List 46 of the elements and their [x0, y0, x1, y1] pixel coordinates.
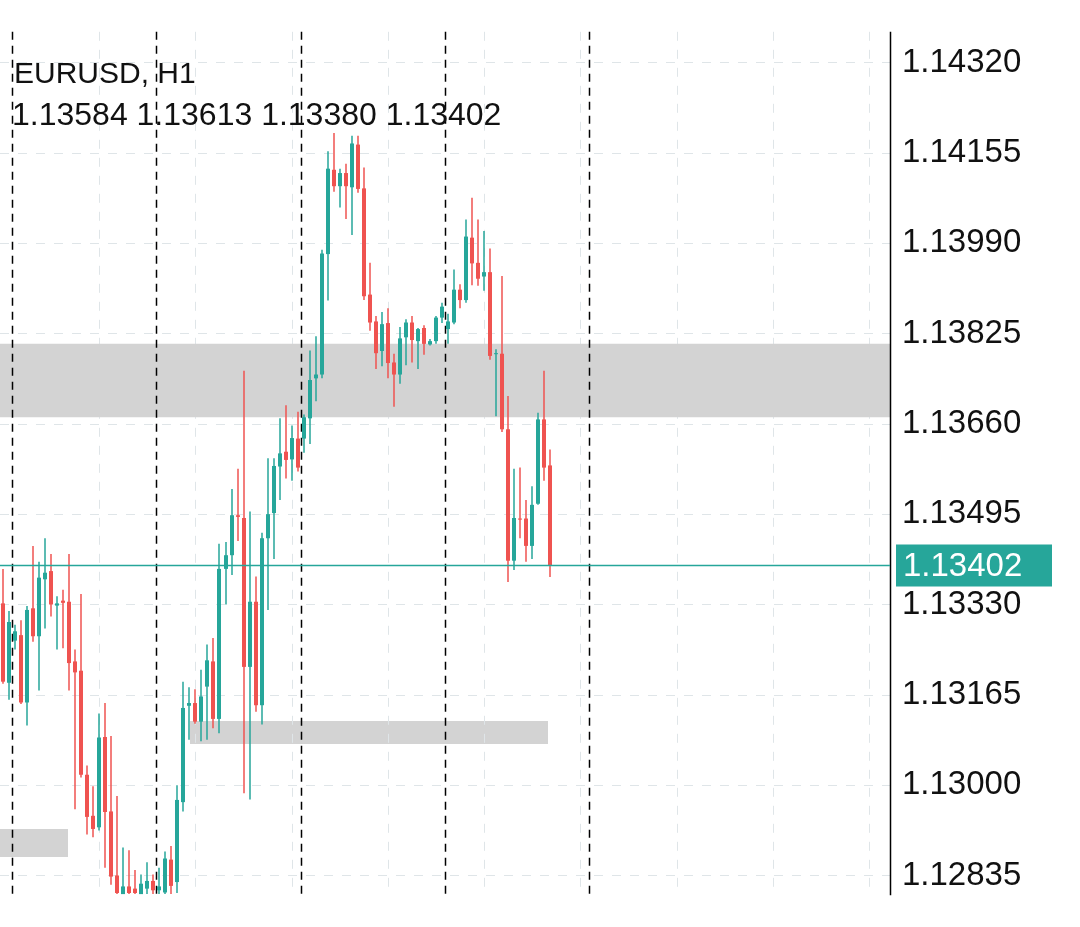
candlestick	[55, 595, 59, 651]
candlestick	[91, 785, 95, 838]
candlestick	[422, 324, 426, 356]
candlestick	[416, 327, 420, 370]
candlestick	[115, 795, 119, 895]
ref-line-label: 1.13402	[903, 545, 1023, 583]
candlestick	[187, 686, 191, 741]
candlestick	[278, 417, 282, 501]
candlestick	[302, 413, 306, 454]
y-tick-label: 1.14155	[902, 131, 1022, 169]
candlestick	[193, 688, 197, 725]
y-tick-label: 1.13165	[902, 673, 1022, 711]
candlestick	[284, 404, 288, 480]
candlestick	[73, 648, 77, 810]
candlestick	[13, 623, 17, 651]
y-tick-label: 1.14320	[902, 41, 1022, 79]
candlestick	[482, 230, 486, 292]
y-tick-label: 1.13330	[902, 583, 1022, 621]
candlestick	[127, 849, 131, 895]
candlestick	[446, 313, 450, 345]
candlestick	[338, 167, 342, 209]
y-tick-label: 1.13000	[902, 764, 1022, 802]
candlestick	[518, 466, 522, 539]
y-tick-label: 1.13660	[902, 402, 1022, 440]
y-tick-label: 1.12835	[902, 854, 1022, 892]
candlestick	[404, 318, 408, 366]
candlestick	[434, 315, 438, 345]
candlestick	[145, 861, 149, 895]
candlestick	[476, 218, 480, 287]
candlestick	[410, 315, 414, 364]
candlestick	[151, 873, 155, 895]
candlestick	[236, 467, 240, 542]
candlestick	[121, 846, 125, 895]
y-tick-label: 1.13990	[902, 222, 1022, 260]
candlestick	[290, 424, 294, 482]
y-tick-label: 1.13825	[902, 312, 1022, 350]
text: EURUSD, H1	[14, 55, 196, 89]
annotation: 1.13584 1.13613 1.13380 1.13402	[12, 95, 502, 132]
candlestick	[332, 132, 336, 193]
candlestick	[440, 302, 444, 324]
candlestick	[392, 352, 396, 408]
candlestick	[458, 283, 462, 310]
candlestick	[494, 348, 498, 417]
y-tick-label: 1.13495	[902, 493, 1022, 531]
candlestick	[157, 867, 161, 895]
candlestick	[344, 163, 348, 220]
